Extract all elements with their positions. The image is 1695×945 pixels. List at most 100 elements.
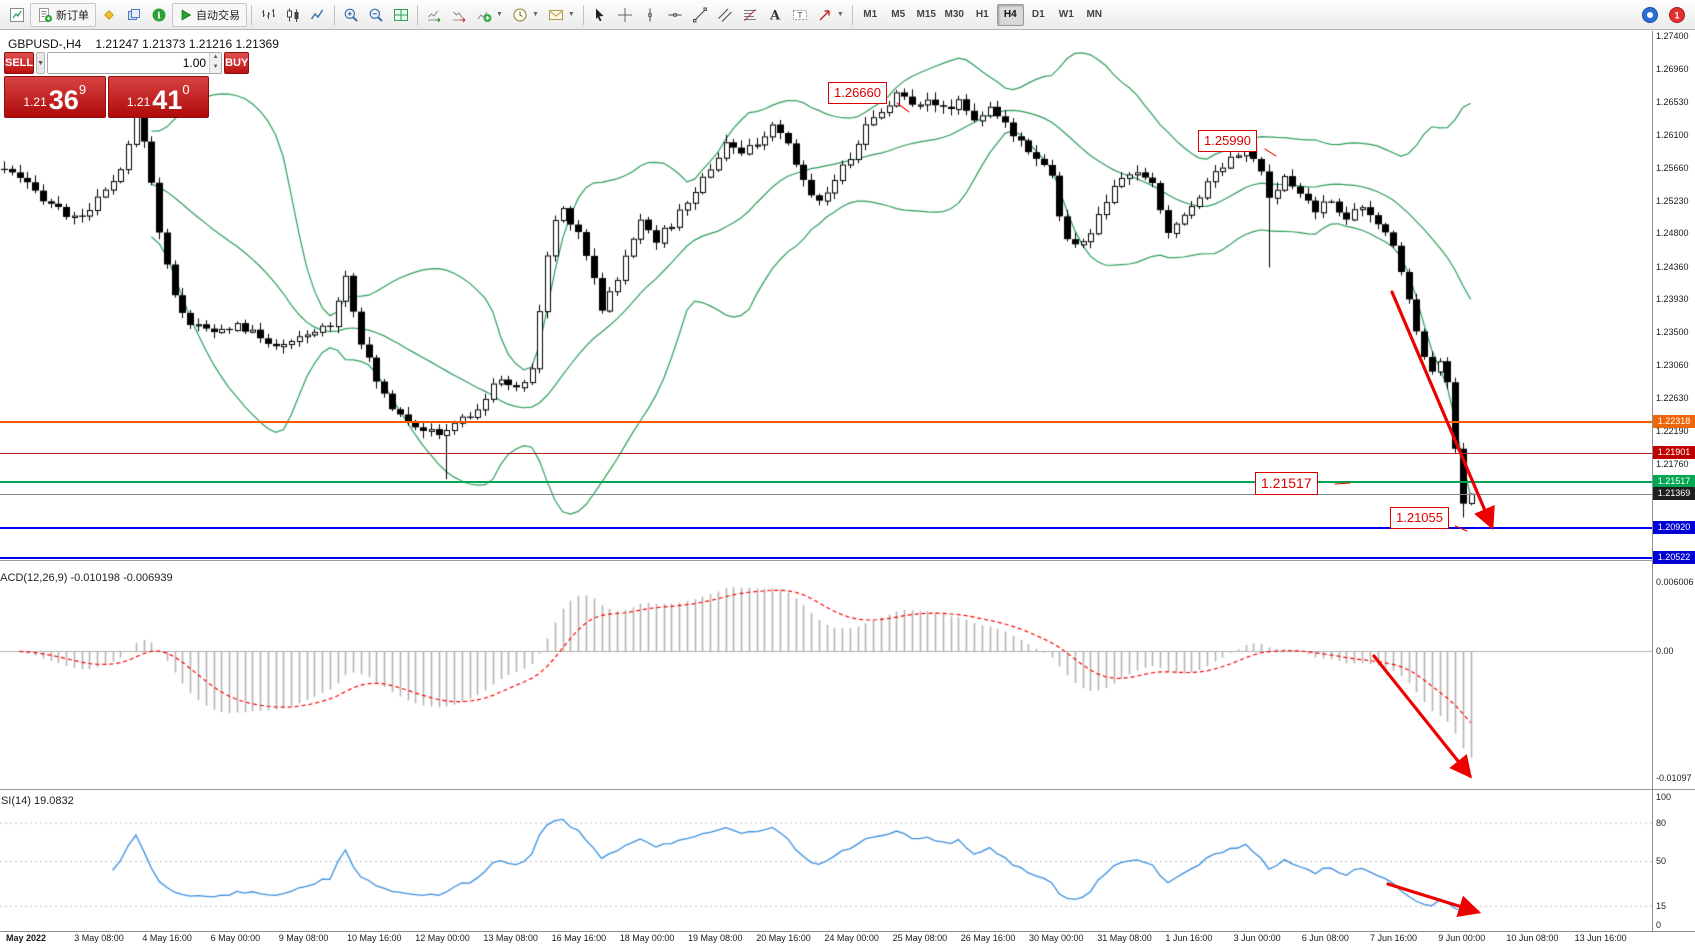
timeframe-m5[interactable]: M5 <box>891 9 906 20</box>
vertical-line-icon[interactable] <box>638 3 662 27</box>
time-axis-label: 1 Jun 16:00 <box>1165 933 1213 943</box>
price-axis-label: 1.27400 <box>1656 31 1689 41</box>
buy-button[interactable]: BUY <box>224 52 250 74</box>
bid-price-prefix: 1.21 <box>23 95 47 109</box>
new-order-button[interactable]: 新订单 <box>30 2 96 27</box>
periods-icon[interactable]: ▼ <box>508 3 543 27</box>
rsi-axis-label: 15 <box>1656 900 1667 911</box>
price-axis-label: 1.22630 <box>1656 393 1689 403</box>
time-axis-border <box>0 931 1695 932</box>
macd-canvas[interactable] <box>0 564 1652 786</box>
time-axis-label: 13 May 08:00 <box>483 933 538 943</box>
crosshair-icon[interactable] <box>613 3 637 27</box>
zoom-in-icon[interactable] <box>339 3 363 27</box>
sell-button[interactable]: SELL <box>4 52 35 74</box>
rsi-canvas[interactable] <box>0 792 1652 930</box>
time-axis-label: 3 May 08:00 <box>74 933 124 943</box>
time-axis-label: 12 May 00:00 <box>415 933 470 943</box>
symbol-ohlc-values: 1.21247 1.21373 1.21216 1.21369 <box>95 37 279 51</box>
support-line-1.20522[interactable] <box>0 557 1652 559</box>
chart-window-icon[interactable] <box>5 3 29 27</box>
support-line-1.20920[interactable] <box>0 527 1652 529</box>
time-axis-label: 7 Jun 16:00 <box>1370 933 1418 943</box>
price-level-badge: 1.21517 <box>1653 475 1695 488</box>
terminal-icon[interactable]: i <box>147 3 171 27</box>
text-icon[interactable]: A <box>763 3 787 27</box>
price-level-badge: 1.20920 <box>1653 521 1695 534</box>
price-axis-label: 1.26100 <box>1656 129 1689 140</box>
autotrading-button[interactable]: 自动交易 <box>172 2 247 27</box>
add-indicator-icon[interactable]: ▼ <box>472 3 507 27</box>
resistance-line-1.21901[interactable] <box>0 453 1652 454</box>
ask-price-pipette: 0 <box>182 82 190 97</box>
price-label-callout[interactable]: 1.26660 <box>828 82 887 104</box>
price-label-callout[interactable]: 1.21055 <box>1390 507 1449 529</box>
resistance-line-1.22318[interactable] <box>0 421 1652 423</box>
time-axis-label: 24 May 00:00 <box>824 933 879 943</box>
trade-panel-menu-button[interactable]: ▼ <box>36 52 46 74</box>
bar-chart-icon[interactable] <box>256 3 280 27</box>
toolbar-separator <box>251 4 252 25</box>
templates-icon[interactable]: ▼ <box>544 3 579 27</box>
price-axis-border <box>1652 31 1653 931</box>
price-axis-label: 1.25230 <box>1656 195 1689 206</box>
price-chart-canvas[interactable] <box>0 36 1652 558</box>
timeframe-w1[interactable]: W1 <box>1058 9 1074 20</box>
trendline-icon[interactable] <box>688 3 712 27</box>
time-axis-label: 10 May 16:00 <box>347 933 402 943</box>
time-axis-label: 6 Jun 08:00 <box>1301 933 1349 943</box>
panel-splitter-rsi[interactable] <box>0 789 1695 790</box>
bid-price[interactable]: 1.21 36 9 <box>4 76 106 118</box>
navigator-icon[interactable] <box>122 3 146 27</box>
notifications-badge[interactable]: 1 <box>1664 3 1690 27</box>
volume-input[interactable] <box>48 53 210 73</box>
volume-up-button[interactable]: ▲ <box>210 53 222 63</box>
volume-down-button[interactable]: ▼ <box>210 63 222 73</box>
current-price-line[interactable] <box>0 494 1652 495</box>
price-axis-label: 1.23930 <box>1656 294 1689 305</box>
price-label-callout[interactable]: 1.25990 <box>1198 130 1257 152</box>
time-axis-label: 16 May 16:00 <box>551 933 607 943</box>
price-label-callout[interactable]: 1.21517 <box>1255 472 1318 495</box>
bid-price-big-digits: 36 <box>48 85 79 115</box>
fibonacci-icon[interactable] <box>738 3 762 27</box>
time-axis-label: 20 May 16:00 <box>756 933 811 943</box>
ask-price[interactable]: 1.21 41 0 <box>107 76 209 118</box>
time-axis-label: 25 May 08:00 <box>892 933 948 943</box>
horizontal-line-icon[interactable] <box>663 3 687 27</box>
chart-shift-icon[interactable] <box>447 3 471 27</box>
channel-icon[interactable] <box>713 3 737 27</box>
timeframe-d1[interactable]: D1 <box>1031 9 1045 20</box>
timeframe-mn[interactable]: MN <box>1086 9 1103 20</box>
volume-field: ▲ ▼ <box>47 52 223 74</box>
timeframe-m30[interactable]: M30 <box>944 9 964 20</box>
candlestick-chart-icon[interactable] <box>281 3 305 27</box>
macd-indicator-label: MACD(12,26,9) -0.010198 -0.006939 <box>0 572 173 584</box>
market-watch-icon[interactable] <box>97 3 121 27</box>
timeframe-m1[interactable]: M1 <box>863 9 878 20</box>
bid-price-pipette: 9 <box>78 82 87 97</box>
community-icon[interactable] <box>1637 3 1663 27</box>
time-axis-label: 30 May 00:00 <box>1029 933 1084 943</box>
time-axis-label: 18 May 00:00 <box>619 933 675 943</box>
current-price-badge: 1.21369 <box>1653 487 1695 500</box>
timeframe-h4[interactable]: H4 <box>996 3 1024 26</box>
label-icon[interactable]: T <box>788 3 812 27</box>
panel-splitter-macd[interactable] <box>0 560 1695 561</box>
timeframe-m15[interactable]: M15 <box>916 9 936 20</box>
auto-scroll-icon[interactable] <box>422 3 446 27</box>
time-axis-label: 3 Jun 00:00 <box>1233 933 1281 943</box>
cursor-icon[interactable] <box>588 3 612 27</box>
ask-price-prefix: 1.21 <box>126 95 151 109</box>
timeframe-h1[interactable]: H1 <box>975 9 989 20</box>
price-level-badge: 1.21901 <box>1653 446 1695 459</box>
support-line-1.21517[interactable] <box>0 481 1652 483</box>
time-axis-label: 31 May 08:00 <box>1097 933 1152 943</box>
price-axis-label: 1.24360 <box>1656 261 1689 272</box>
arrows-icon[interactable]: ▼ <box>813 3 848 27</box>
zoom-out-icon[interactable] <box>364 3 388 27</box>
line-chart-icon[interactable] <box>306 3 330 27</box>
tile-windows-icon[interactable] <box>389 3 413 27</box>
rsi-indicator-label: RSI(14) 19.0832 <box>0 795 74 807</box>
